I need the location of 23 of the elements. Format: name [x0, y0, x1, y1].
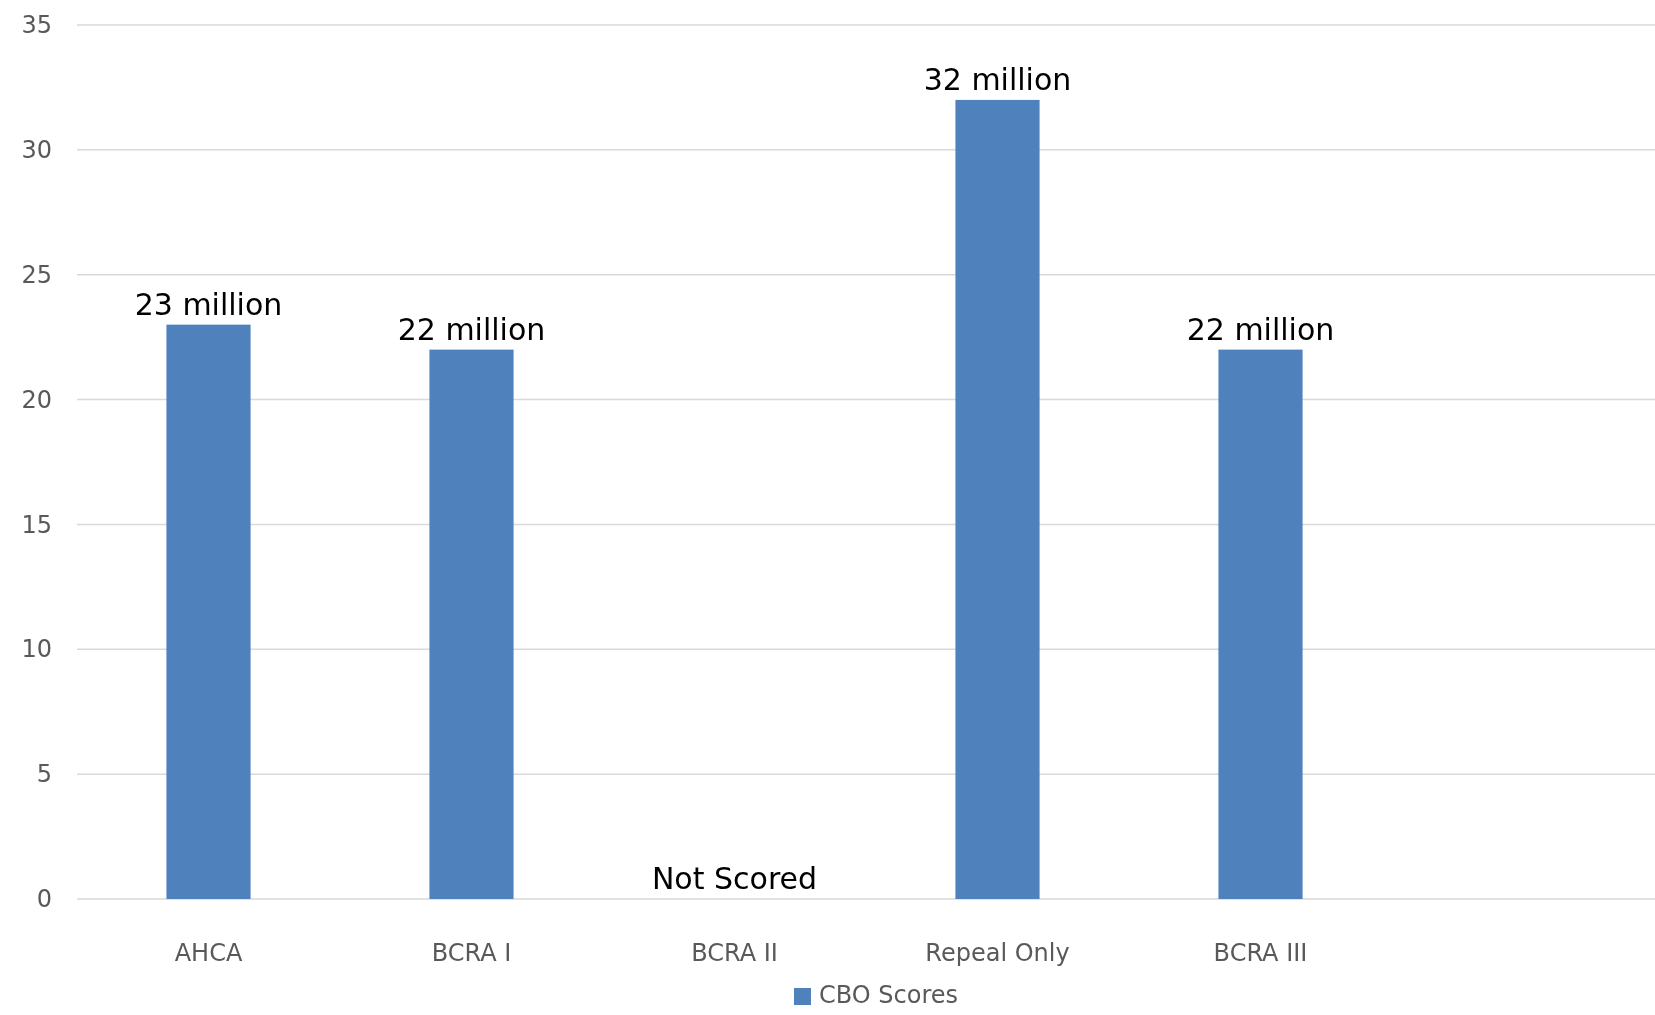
bar	[1218, 349, 1303, 899]
x-tick-label: Repeal Only	[925, 939, 1070, 968]
y-tick-label: 5	[36, 760, 52, 789]
text: Not Scored	[651, 861, 818, 896]
x-tick-label: BCRA II	[691, 939, 778, 968]
y-tick-label: 10	[21, 635, 52, 664]
y-tick-label: 20	[21, 385, 52, 414]
y-tick-label: 25	[21, 260, 52, 289]
x-tick-label: BCRA I	[431, 939, 512, 968]
y-tick-label: 30	[21, 136, 52, 165]
y-tick-label: 35	[21, 11, 52, 40]
data-label: 22 million	[1186, 311, 1335, 347]
bar	[955, 99, 1040, 899]
y-tick-label: 15	[21, 510, 52, 539]
x-tick-label: BCRA III	[1213, 939, 1308, 968]
data-label: 22 million	[397, 311, 546, 347]
y-tick-label: 0	[36, 885, 52, 914]
data-label: 23 million	[134, 286, 283, 322]
legend-label: CBO Scores	[818, 981, 959, 1009]
bar	[166, 324, 251, 899]
bar	[429, 349, 514, 899]
x-tick-label: AHCA	[174, 939, 243, 968]
data-label: 32 million	[923, 61, 1072, 97]
